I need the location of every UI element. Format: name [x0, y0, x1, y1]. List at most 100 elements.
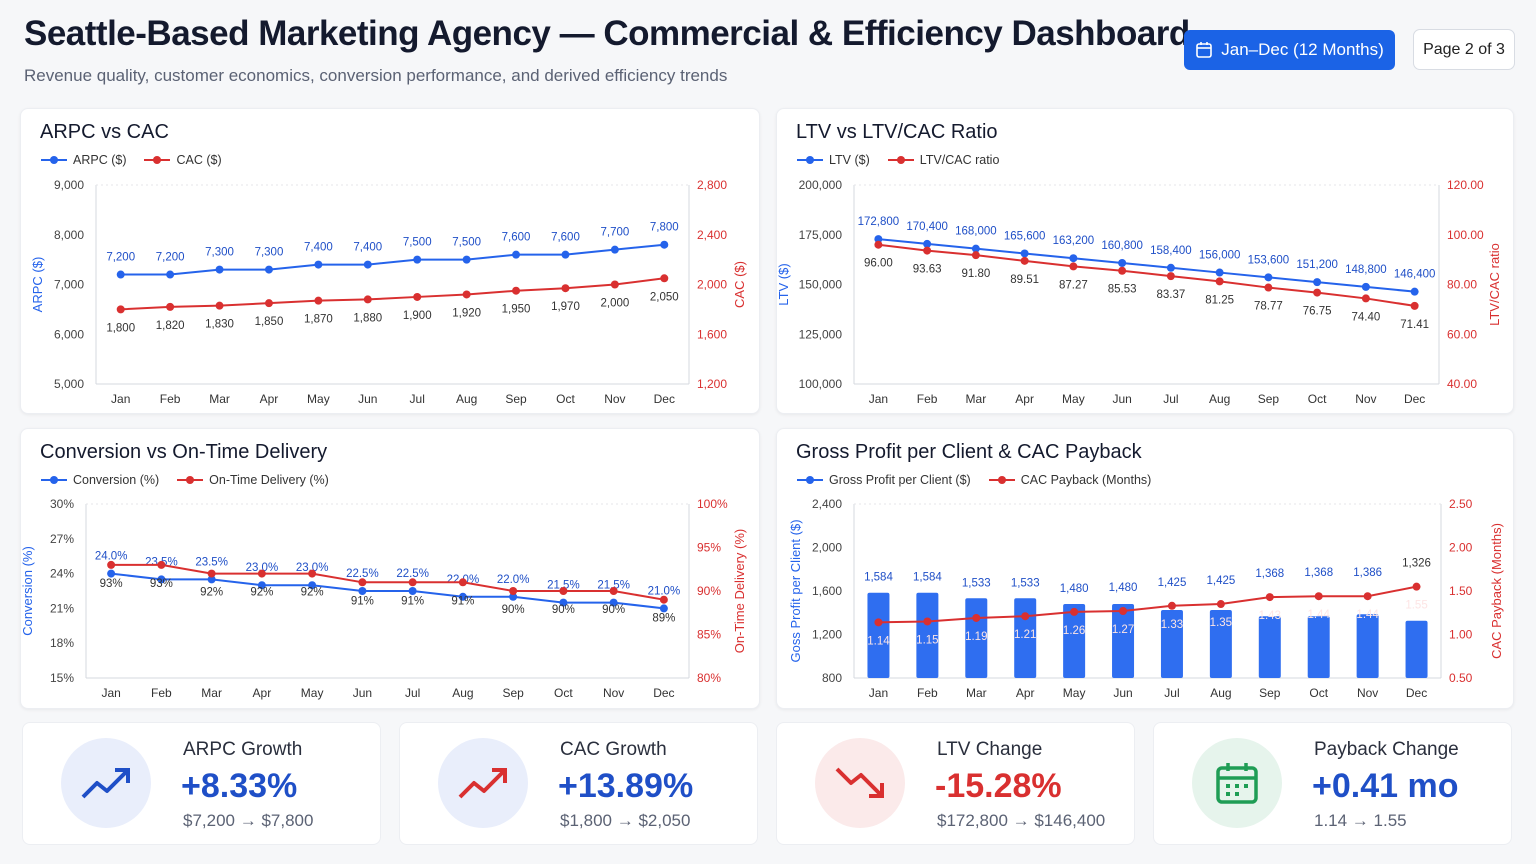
data-point — [1412, 582, 1421, 591]
point-value-label: 7,600 — [551, 232, 580, 244]
point-value-label: 2,000 — [600, 298, 629, 310]
point-value-label: 90% — [502, 604, 525, 616]
x-tick-label: Jan — [869, 392, 888, 406]
point-value-label: 78.77 — [1254, 301, 1283, 313]
chart-svg: 800 1,200 1,600 2,000 2,400 0.50 1.00 1.50 2.00 2… — [788, 497, 1504, 700]
point-value-label: 7,300 — [255, 247, 284, 259]
y2-tick-label: 2,400 — [697, 228, 727, 242]
point-value-label: 87.27 — [1059, 279, 1088, 291]
point-value-label: 1,830 — [205, 319, 234, 331]
kpi-icon-circle — [61, 738, 151, 828]
bar-value-label: 1,533 — [962, 577, 991, 589]
x-tick-label: May — [1063, 686, 1086, 700]
bar — [1405, 620, 1428, 678]
data-point — [207, 575, 216, 584]
calendar-icon — [1216, 763, 1258, 804]
kpi-value: +0.41 mo — [1312, 767, 1459, 805]
data-point — [509, 587, 518, 595]
data-point — [1166, 263, 1175, 272]
kpi-card-cac-growth: CAC Growth +13.89% $1,800 → $2,050 — [399, 722, 758, 845]
data-point — [1069, 254, 1078, 263]
data-point — [561, 284, 570, 293]
x-tick-label: Apr — [260, 392, 279, 406]
point-value-label: 1,920 — [452, 307, 481, 319]
y-tick-label: 27% — [50, 532, 74, 546]
point-value-label: 7,200 — [106, 252, 135, 264]
y-tick-label: 2,000 — [812, 541, 842, 555]
point-value-label: 1.44 — [1356, 609, 1379, 621]
x-tick-label: Apr — [253, 686, 272, 700]
y2-tick-label: 80.00 — [1447, 278, 1477, 292]
data-point — [157, 575, 166, 584]
data-point — [1264, 283, 1273, 292]
data-point — [971, 251, 980, 260]
point-value-label: 91% — [401, 595, 424, 607]
data-point — [1118, 266, 1127, 275]
date-range-button[interactable]: Jan–Dec (12 Months) — [1184, 30, 1395, 70]
x-tick-label: Oct — [554, 686, 573, 700]
series-line — [111, 572, 664, 610]
x-tick-label: Sep — [502, 686, 524, 700]
point-value-label: 93.63 — [913, 264, 942, 276]
data-point — [462, 255, 471, 264]
point-value-label: 89.51 — [1010, 274, 1039, 286]
kpi-label: ARPC Growth — [183, 739, 303, 760]
y2-tick-label: 0.50 — [1449, 671, 1473, 685]
data-point — [257, 581, 266, 590]
series-line — [111, 563, 665, 601]
point-value-label: 1.55 — [1405, 600, 1427, 612]
y2-tick-label: 100% — [697, 497, 728, 511]
point-value-label: 165,600 — [1004, 230, 1046, 242]
y2-tick-label: 2,800 — [697, 178, 727, 192]
y-axis-label: Goss Profit per Client ($) — [788, 519, 803, 662]
kpi-range: $172,800 → $146,400 — [937, 811, 1106, 830]
point-value-label: 1.27 — [1112, 624, 1134, 636]
bar-value-label: 1,386 — [1353, 567, 1382, 579]
point-value-label: 93% — [100, 578, 123, 590]
data-point — [1118, 259, 1127, 268]
x-tick-label: Nov — [1357, 686, 1378, 700]
page-title: Seattle-Based Marketing Agency — Commerc… — [24, 14, 1190, 53]
y-tick-label: 30% — [50, 497, 74, 511]
point-value-label: 1,900 — [403, 310, 432, 322]
chart-title: ARPC vs CAC — [40, 121, 169, 143]
point-value-label: 146,400 — [1394, 269, 1436, 281]
point-value-label: 1.21 — [1014, 629, 1036, 641]
x-tick-label: May — [1062, 392, 1085, 406]
x-tick-label: Dec — [1404, 392, 1425, 406]
data-point — [264, 265, 273, 274]
page-indicator[interactable]: Page 2 of 3 — [1413, 29, 1515, 70]
x-tick-label: Feb — [160, 392, 181, 406]
data-point — [1021, 612, 1030, 621]
chart-card-gross-profit-payback: Gross Profit per Client & CAC Payback Gr… — [776, 428, 1514, 709]
point-value-label: 83.37 — [1156, 289, 1185, 301]
y2-tick-label: 1,600 — [697, 327, 727, 341]
y-tick-label: 9,000 — [54, 178, 84, 192]
bar — [1014, 598, 1037, 678]
x-tick-label: Mar — [201, 686, 222, 700]
y2-tick-label: 1,200 — [697, 377, 727, 391]
y-tick-label: 2,400 — [812, 497, 842, 511]
data-point — [659, 595, 668, 604]
chart-legend: Gross Profit per Client ($) CAC Payback … — [797, 473, 1151, 487]
data-point — [166, 270, 175, 279]
point-value-label: 22.5% — [346, 568, 379, 580]
data-point — [1314, 592, 1323, 601]
bar-value-label: 1,480 — [1109, 582, 1138, 594]
chart-legend: Conversion (%) On-Time Delivery (%) — [41, 473, 329, 487]
y2-axis-label: CAC Payback (Months) — [1489, 523, 1504, 659]
kpi-range: $7,200 → $7,800 — [183, 811, 314, 830]
data-point — [207, 569, 216, 578]
data-point — [1265, 593, 1274, 602]
chart-card-ltv-vs-ratio: LTV vs LTV/CAC Ratio LTV ($) LTV/CAC rat… — [776, 108, 1514, 414]
kpi-label: LTV Change — [937, 739, 1043, 760]
y-tick-label: 150,000 — [799, 278, 843, 292]
x-tick-label: May — [301, 686, 324, 700]
chart-title: Gross Profit per Client & CAC Payback — [796, 441, 1142, 463]
data-point — [1070, 607, 1079, 616]
chart-title: LTV vs LTV/CAC Ratio — [796, 121, 998, 143]
x-tick-label: Jun — [358, 392, 377, 406]
bar-value-label: 1,584 — [913, 572, 942, 584]
x-tick-label: Nov — [604, 392, 625, 406]
bar — [1209, 610, 1232, 678]
